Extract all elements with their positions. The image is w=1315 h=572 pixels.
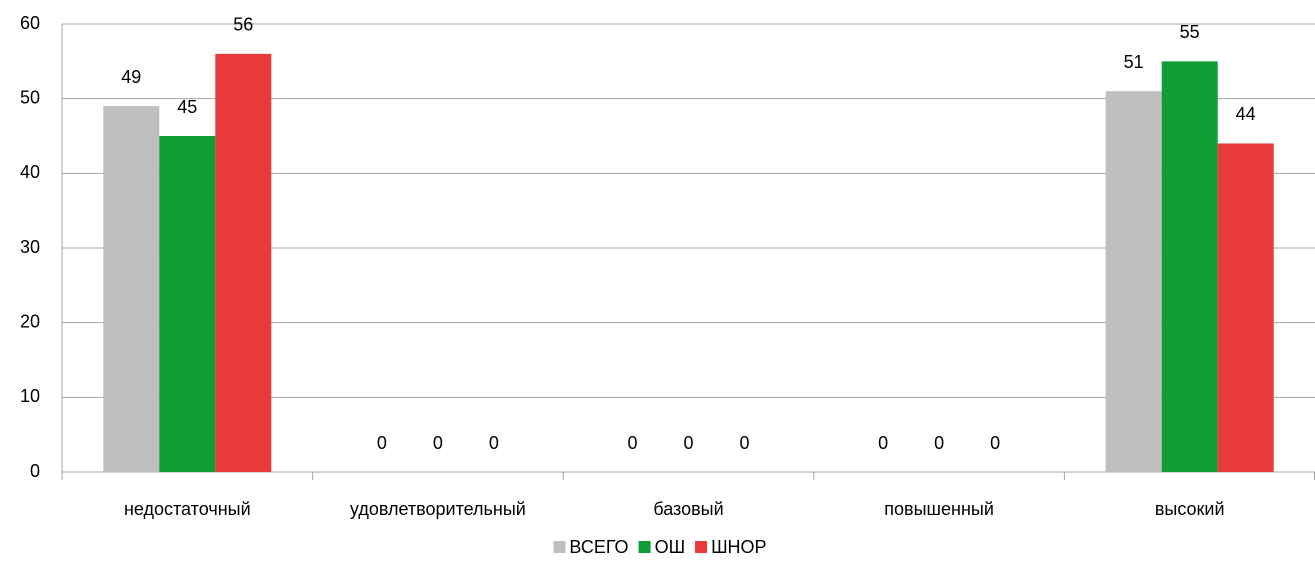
legend-label: ОШ bbox=[655, 537, 686, 557]
y-tick-label: 50 bbox=[20, 87, 40, 107]
data-label: 44 bbox=[1236, 104, 1256, 124]
bar bbox=[103, 106, 160, 472]
x-tick-label: базовый bbox=[653, 499, 723, 519]
data-label: 0 bbox=[739, 433, 749, 453]
data-label: 56 bbox=[233, 15, 253, 35]
legend-swatch bbox=[553, 541, 566, 553]
data-label: 45 bbox=[177, 97, 197, 117]
data-label: 0 bbox=[934, 433, 944, 453]
data-label: 0 bbox=[489, 433, 499, 453]
data-label: 0 bbox=[377, 433, 387, 453]
data-label: 0 bbox=[878, 433, 888, 453]
legend-label: ВСЕГО bbox=[569, 537, 628, 557]
y-tick-label: 10 bbox=[20, 386, 40, 406]
data-label: 49 bbox=[121, 67, 141, 87]
y-tick-label: 30 bbox=[20, 237, 40, 257]
y-tick-label: 20 bbox=[20, 311, 40, 331]
x-tick-label: недостаточный bbox=[124, 499, 251, 519]
bar bbox=[159, 136, 216, 472]
x-tick-label: повышенный bbox=[884, 499, 994, 519]
bar bbox=[1161, 61, 1218, 472]
data-label: 55 bbox=[1180, 22, 1200, 42]
bar bbox=[1105, 91, 1162, 472]
data-label: 0 bbox=[683, 433, 693, 453]
bar bbox=[1217, 143, 1274, 472]
legend-label: ШНОР bbox=[711, 537, 767, 557]
y-tick-label: 40 bbox=[20, 162, 40, 182]
bar bbox=[215, 53, 272, 472]
legend-swatch bbox=[695, 541, 708, 553]
y-tick-label: 60 bbox=[20, 13, 40, 33]
y-tick-label: 0 bbox=[30, 461, 40, 481]
data-label: 0 bbox=[990, 433, 1000, 453]
data-label: 0 bbox=[433, 433, 443, 453]
x-tick-label: удовлетворительный bbox=[350, 499, 526, 519]
data-label: 51 bbox=[1124, 52, 1144, 72]
x-tick-label: высокий bbox=[1155, 499, 1225, 519]
legend-swatch bbox=[638, 541, 651, 553]
data-label: 0 bbox=[627, 433, 637, 453]
